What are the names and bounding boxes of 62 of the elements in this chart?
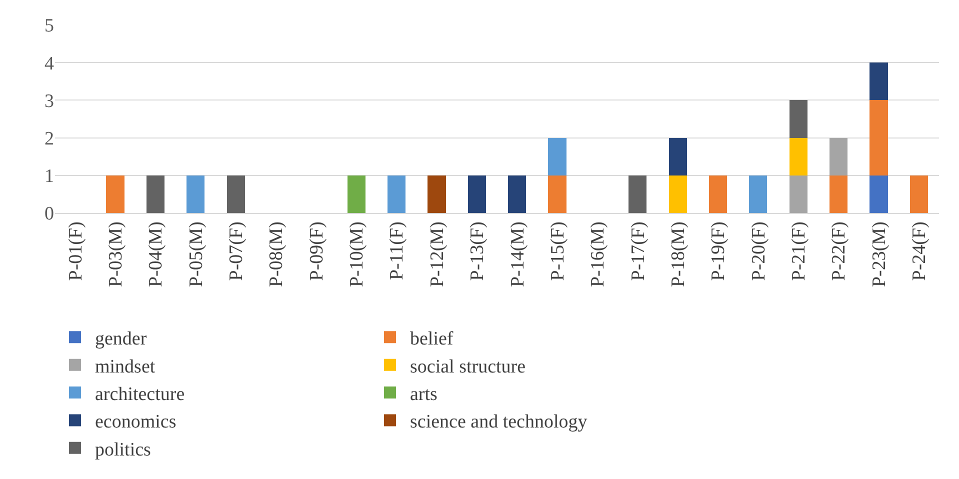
legend-label: gender <box>95 328 148 350</box>
bar <box>910 175 928 213</box>
x-tick-label: P-14(M) <box>507 222 528 288</box>
bar <box>830 175 848 213</box>
bar <box>388 175 406 213</box>
legend-label: politics <box>95 439 151 460</box>
bar <box>668 138 687 176</box>
bar <box>548 175 566 213</box>
bar <box>428 175 446 213</box>
bar <box>508 175 526 213</box>
x-tick-label: P-08(M) <box>266 222 288 288</box>
x-tick-label: P-19(F) <box>708 222 730 281</box>
x-tick-label: P-03(M) <box>105 222 126 288</box>
x-tick-label: P-09(F) <box>306 222 328 281</box>
legend-label: belief <box>410 328 454 350</box>
bar <box>226 175 245 213</box>
legend-label: architecture <box>95 384 185 405</box>
x-tick-label: P-04(M) <box>146 222 167 288</box>
x-tick-label: P-12(M) <box>426 222 448 288</box>
legend-label: mindset <box>95 356 156 378</box>
x-tick-label: P-01(F) <box>65 222 86 281</box>
bar <box>789 138 808 176</box>
bar <box>870 100 888 176</box>
x-tick-label: P-13(F) <box>467 222 488 281</box>
bar <box>628 175 647 213</box>
x-tick-label: P-22(F) <box>828 222 850 281</box>
y-tick-label: 4 <box>44 53 54 74</box>
bar <box>789 100 808 138</box>
y-tick-label: 5 <box>44 16 54 37</box>
x-tick-label: P-21(F) <box>788 222 810 281</box>
legend-label: social structure <box>410 356 526 378</box>
bar <box>789 175 808 213</box>
legend-label: economics <box>95 412 176 433</box>
bar <box>146 175 164 213</box>
y-tick-label: 1 <box>44 166 54 188</box>
bar <box>186 175 205 213</box>
y-tick-label: 0 <box>44 204 54 225</box>
y-tick-label: 3 <box>44 90 54 112</box>
x-tick-label: P-17(F) <box>628 222 649 281</box>
x-tick-label: P-11(F) <box>386 222 408 280</box>
legend-label: arts <box>410 384 438 405</box>
bar <box>870 175 888 213</box>
bar <box>870 62 888 100</box>
x-tick-label: P-23(M) <box>868 222 890 288</box>
bar <box>668 175 687 213</box>
bar <box>347 175 366 213</box>
bar <box>468 175 486 213</box>
bar <box>708 175 728 213</box>
y-tick-label: 2 <box>44 128 54 150</box>
bar <box>830 138 848 176</box>
x-tick-label: P-15(F) <box>547 222 568 281</box>
x-tick-label: P-18(M) <box>668 222 689 288</box>
x-tick-label: P-20(F) <box>748 222 770 281</box>
bar <box>749 175 768 213</box>
x-tick-label: P-07(F) <box>226 222 247 281</box>
x-tick-label: P-24(F) <box>909 222 930 281</box>
legend-label: science and technology <box>410 412 588 433</box>
x-tick-label: P-10(M) <box>346 222 368 288</box>
bar <box>548 138 566 176</box>
bar <box>106 175 124 213</box>
x-tick-label: P-16(M) <box>588 222 609 288</box>
x-tick-label: P-05(M) <box>186 222 207 288</box>
